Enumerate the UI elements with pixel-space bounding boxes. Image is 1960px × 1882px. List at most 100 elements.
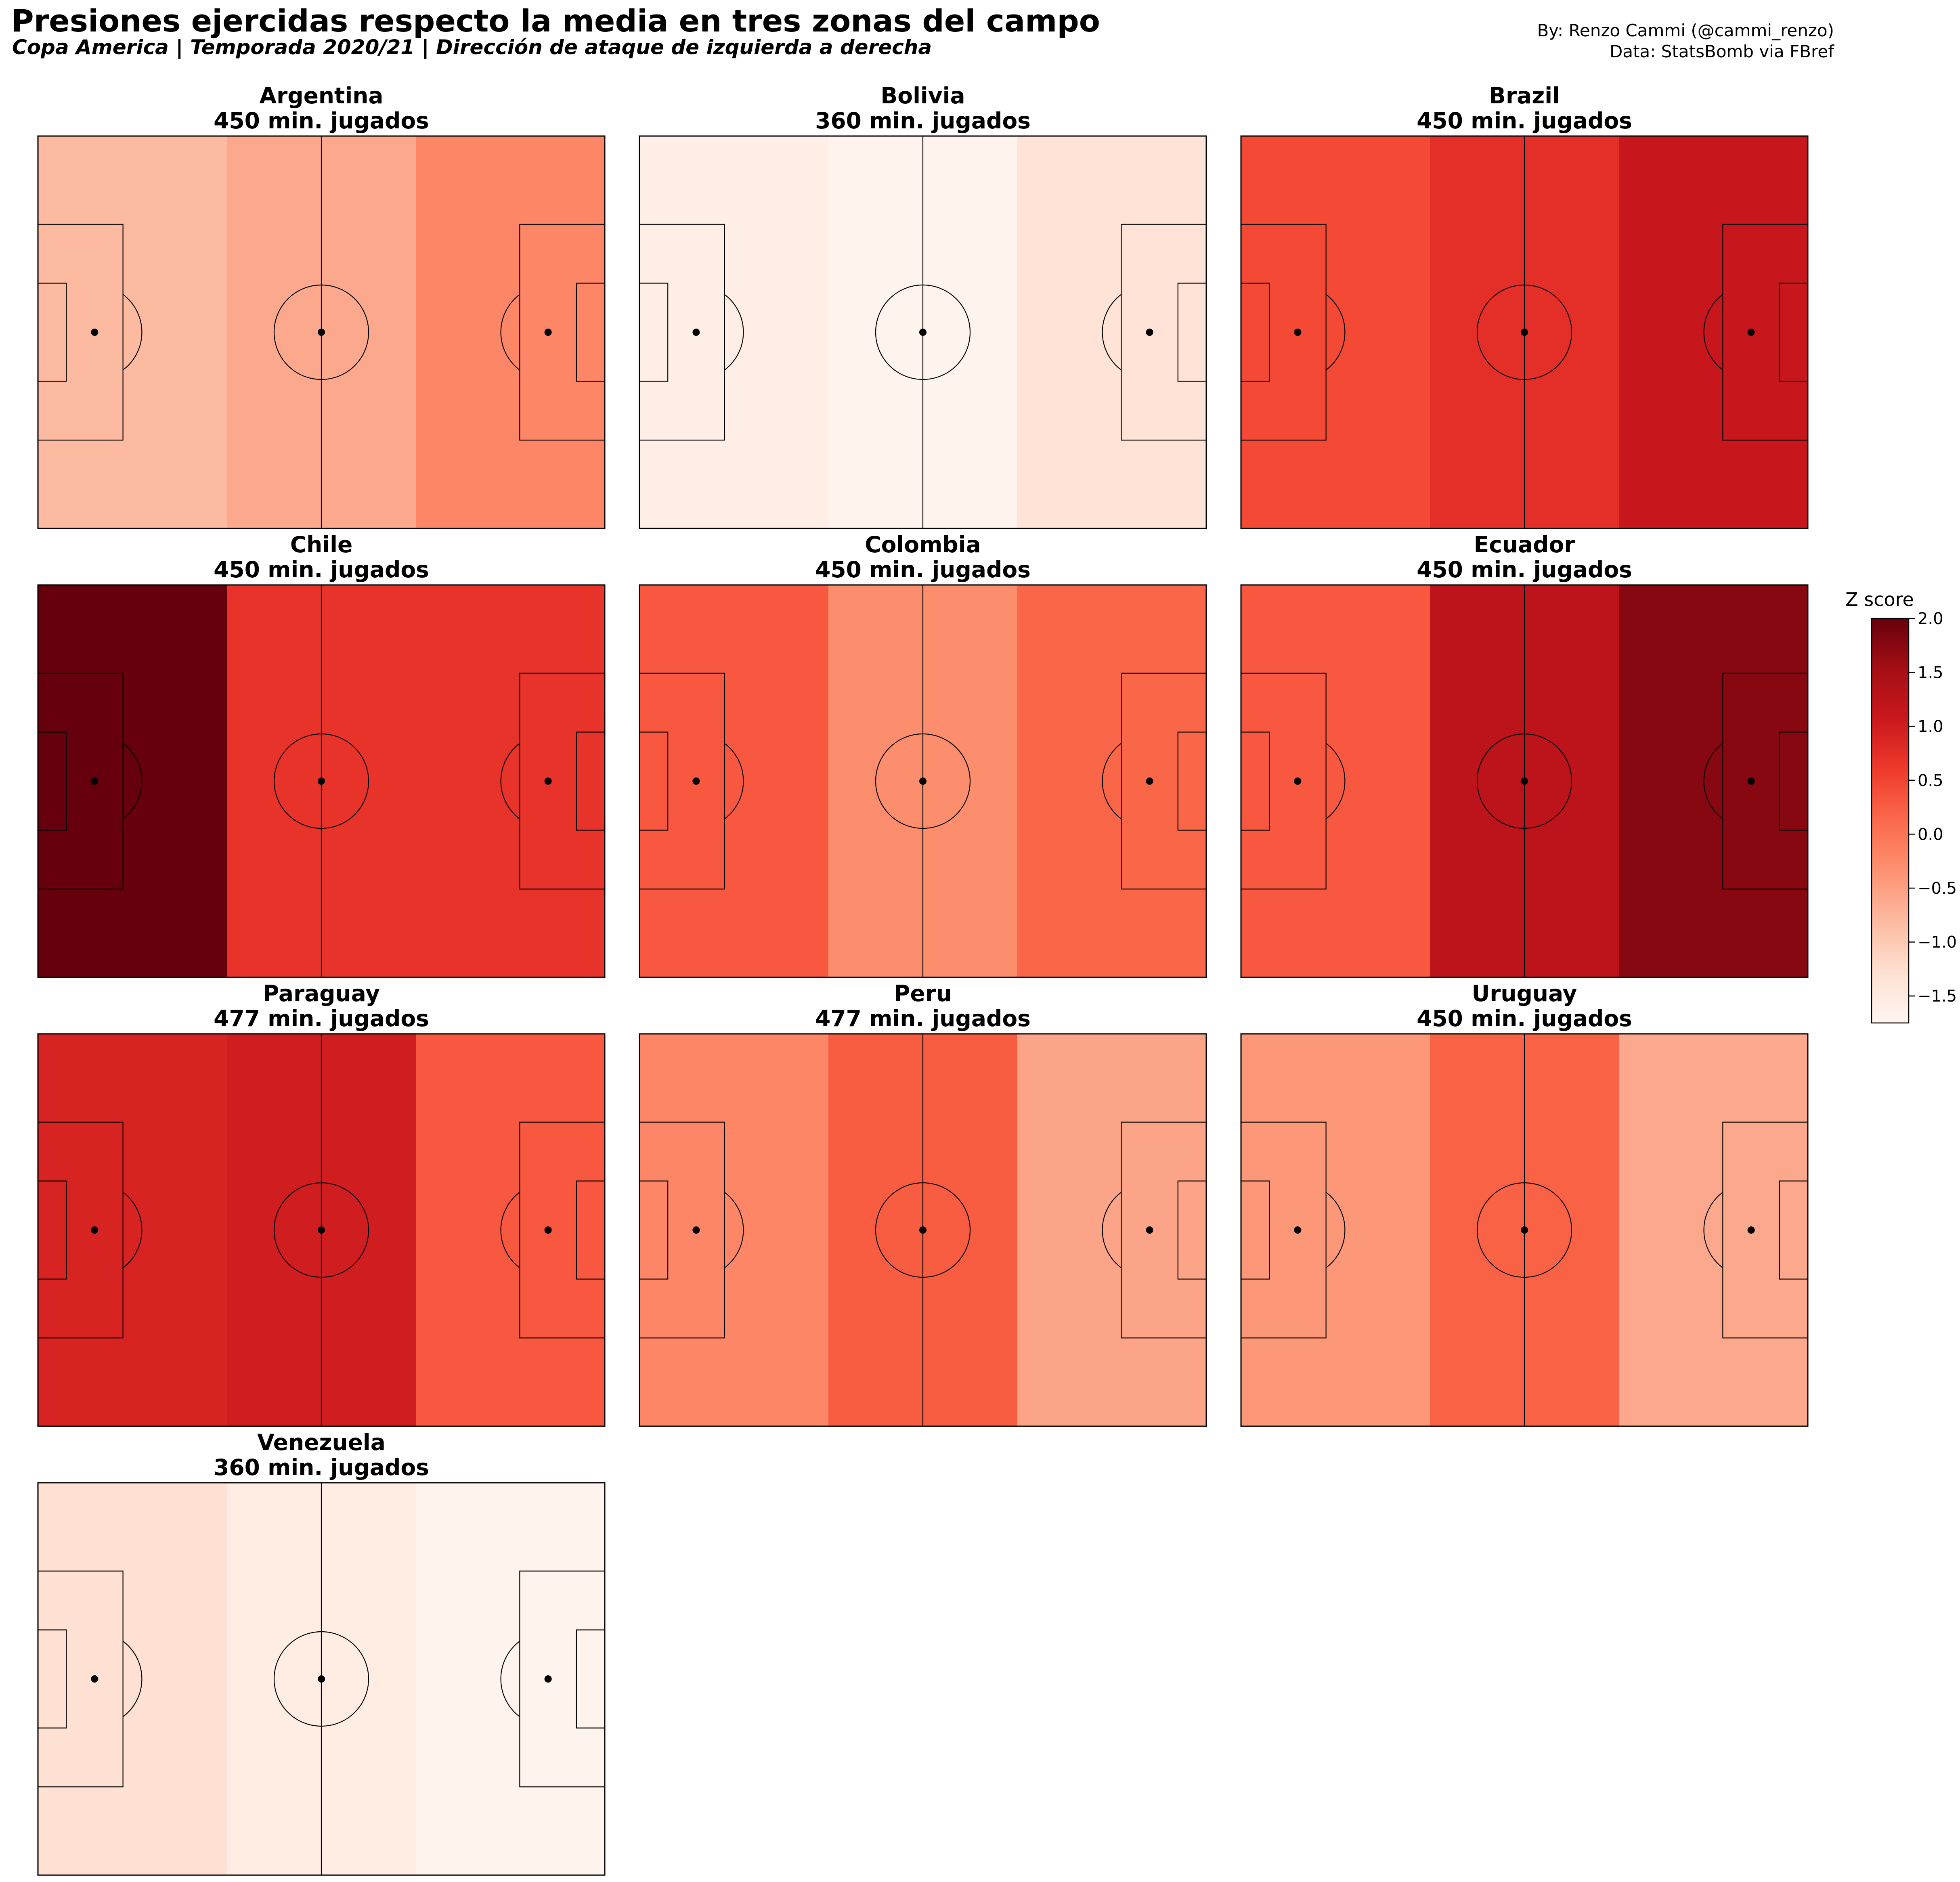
zone-cell bbox=[38, 1034, 227, 1426]
six-yard-box bbox=[1177, 1180, 1207, 1280]
zone-cell bbox=[416, 1034, 605, 1426]
colorbar-tick-label: −0.5 bbox=[1918, 879, 1957, 898]
penalty-spot bbox=[1294, 778, 1302, 785]
zone-cell bbox=[1619, 1034, 1808, 1426]
penalty-arc bbox=[122, 1641, 143, 1717]
colorbar: 2.0 1.5 1.0 0.5 0.0 −0.5 −1.0 −1.5 bbox=[1871, 610, 1957, 1024]
team-name: Peru bbox=[894, 981, 952, 1006]
chart-subtitle: Copa America | Temporada 2020/21 | Direc… bbox=[12, 36, 932, 59]
penalty-spot bbox=[544, 1675, 552, 1683]
centre-spot bbox=[318, 1226, 325, 1234]
zone-cell bbox=[1017, 1034, 1207, 1426]
team-minutes: 450 min. jugados bbox=[1417, 557, 1632, 583]
team-name: Brazil bbox=[1489, 83, 1560, 109]
colorbar-gradient bbox=[1871, 618, 1910, 1024]
penalty-arc bbox=[1325, 1192, 1346, 1268]
team-name: Venezuela bbox=[257, 1429, 386, 1455]
six-yard-box bbox=[639, 1180, 669, 1280]
penalty-spot bbox=[91, 778, 99, 785]
penalty-spot bbox=[1747, 329, 1755, 336]
penalty-spot bbox=[1747, 778, 1755, 785]
centre-spot bbox=[1521, 778, 1528, 785]
zone-cell bbox=[1241, 136, 1430, 528]
zone-cell bbox=[416, 1483, 605, 1875]
credits: By: Renzo Cammi (@cammi_renzo) Data: Sta… bbox=[1537, 20, 1834, 62]
centre-circle bbox=[273, 1182, 369, 1278]
six-yard-box bbox=[639, 731, 669, 831]
centre-spot bbox=[919, 1226, 927, 1234]
six-yard-box bbox=[37, 283, 67, 382]
team-name: Chile bbox=[290, 532, 353, 557]
colorbar-tick-label: 2.0 bbox=[1918, 610, 1943, 628]
penalty-spot bbox=[91, 329, 99, 336]
centre-spot bbox=[1521, 1226, 1528, 1234]
zone-cell bbox=[1017, 585, 1207, 977]
zone-cell bbox=[416, 136, 605, 528]
penalty-arc bbox=[1703, 294, 1723, 371]
penalty-spot bbox=[1294, 329, 1302, 336]
zone-cell bbox=[639, 136, 829, 528]
penalty-spot bbox=[91, 1675, 99, 1683]
centre-circle bbox=[1476, 733, 1572, 829]
team-minutes: 450 min. jugados bbox=[214, 557, 429, 583]
zone-cell bbox=[1619, 136, 1808, 528]
penalty-spot bbox=[1294, 1226, 1302, 1234]
zone-cell bbox=[639, 1034, 829, 1426]
penalty-arc bbox=[1102, 743, 1122, 819]
credit-author: By: Renzo Cammi (@cammi_renzo) bbox=[1537, 21, 1834, 40]
zone-cell bbox=[416, 585, 605, 977]
penalty-spot bbox=[91, 1226, 99, 1234]
six-yard-box bbox=[1240, 1180, 1270, 1280]
penalty-arc bbox=[1102, 294, 1122, 371]
six-yard-box bbox=[1177, 283, 1207, 382]
penalty-spot bbox=[1146, 329, 1153, 336]
colorbar-tick-label: −1.5 bbox=[1918, 987, 1957, 1006]
penalty-arc bbox=[500, 294, 520, 371]
zone-cell bbox=[38, 136, 227, 528]
six-yard-box bbox=[1779, 283, 1809, 382]
penalty-arc bbox=[122, 1192, 143, 1268]
team-name: Uruguay bbox=[1472, 981, 1577, 1006]
team-minutes: 450 min. jugados bbox=[1417, 1006, 1632, 1031]
team-minutes: 450 min. jugados bbox=[815, 557, 1031, 583]
penalty-arc bbox=[1102, 1192, 1122, 1268]
penalty-spot bbox=[544, 778, 552, 785]
centre-circle bbox=[1476, 1182, 1572, 1278]
penalty-spot bbox=[692, 778, 700, 785]
zone-cell bbox=[38, 585, 227, 977]
zone-cell bbox=[639, 585, 829, 977]
credit-data: Data: StatsBomb via FBref bbox=[1610, 42, 1834, 61]
six-yard-box bbox=[1240, 283, 1270, 382]
six-yard-box bbox=[1779, 1180, 1809, 1280]
six-yard-box bbox=[576, 731, 606, 831]
penalty-arc bbox=[1703, 743, 1723, 819]
penalty-arc bbox=[122, 294, 143, 371]
six-yard-box bbox=[1240, 731, 1270, 831]
penalty-arc bbox=[500, 1641, 520, 1717]
colorbar-title: Z score bbox=[1845, 589, 1914, 610]
centre-spot bbox=[919, 329, 927, 336]
team-minutes: 360 min. jugados bbox=[815, 108, 1031, 134]
six-yard-box bbox=[37, 1629, 67, 1729]
penalty-spot bbox=[692, 1226, 700, 1234]
team-minutes: 360 min. jugados bbox=[214, 1454, 429, 1480]
penalty-arc bbox=[1703, 1192, 1723, 1268]
centre-spot bbox=[919, 778, 927, 785]
zone-cell bbox=[1619, 585, 1808, 977]
team-name: Paraguay bbox=[263, 981, 380, 1006]
team-minutes: 477 min. jugados bbox=[214, 1006, 429, 1031]
penalty-spot bbox=[1747, 1226, 1755, 1234]
penalty-spot bbox=[1146, 1226, 1153, 1234]
centre-spot bbox=[318, 778, 325, 785]
zone-cell bbox=[1241, 585, 1430, 977]
centre-circle bbox=[875, 733, 971, 829]
